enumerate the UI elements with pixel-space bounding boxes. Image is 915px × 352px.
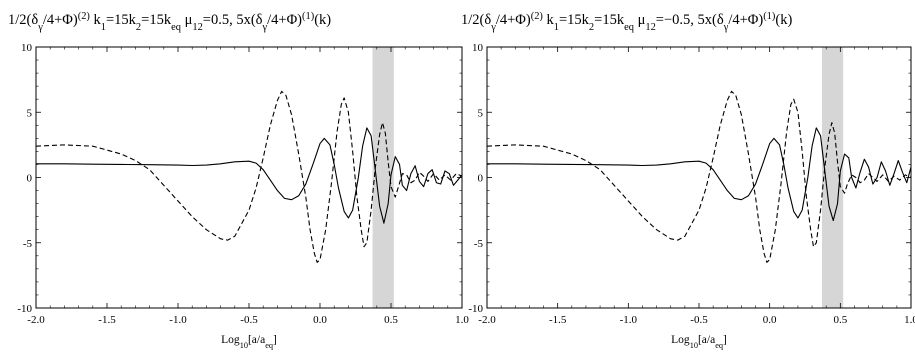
series-line-dashed [486, 90, 912, 263]
x-tick-label: 0.5 [833, 314, 847, 326]
x-tick-label: -1.0 [169, 314, 187, 326]
y-tick-label: -10 [17, 303, 32, 315]
x-tick-label: 1.0 [455, 314, 469, 326]
y-tick-label: 10 [472, 42, 484, 54]
y-tick-label: 0 [478, 173, 484, 185]
y-tick-label: 5 [27, 107, 33, 119]
plot-frame [486, 46, 912, 309]
y-tick-label: -5 [23, 238, 33, 250]
x-tick-label: -1.0 [620, 314, 638, 326]
y-tick-label: 5 [478, 107, 484, 119]
x-tick-label: -0.5 [240, 314, 258, 326]
x-tick-label: 0.5 [384, 314, 398, 326]
series-line-dashed [35, 90, 463, 263]
x-axis-label: Log10[a/aeq] [221, 334, 277, 350]
chart-title: 1/2(δγ/4+Φ)(2) k1=15k2=15keq μ12=−0.5, 5… [461, 11, 792, 33]
chart-panel-1: 1/2(δγ/4+Φ)(2) k1=15k2=15keq μ12=0.5, 5x… [8, 11, 469, 350]
x-tick-label: -2.0 [27, 314, 45, 326]
x-tick-label: 0.0 [763, 314, 777, 326]
y-tick-label: -10 [468, 303, 483, 315]
chart-panel-2: 1/2(δγ/4+Φ)(2) k1=15k2=15keq μ12=−0.5, 5… [461, 11, 915, 350]
series-line-solid [487, 127, 912, 222]
x-axis-label: Log10[a/aeq] [671, 334, 727, 350]
x-tick-label: -1.5 [98, 314, 116, 326]
x-tick-label: -1.5 [549, 314, 567, 326]
x-tick-label: 1.0 [904, 314, 915, 326]
plot-frame [35, 46, 463, 309]
shaded-band [821, 47, 844, 308]
shaded-band [372, 47, 394, 308]
x-tick-label: -2.0 [478, 314, 496, 326]
y-tick-label: 0 [27, 173, 33, 185]
y-tick-label: 10 [21, 42, 33, 54]
chart-title: 1/2(δγ/4+Φ)(2) k1=15k2=15keq μ12=0.5, 5x… [8, 11, 331, 33]
x-tick-label: -0.5 [690, 314, 708, 326]
x-tick-label: 0.0 [313, 314, 327, 326]
y-tick-label: -5 [474, 238, 484, 250]
series-line-solid [36, 127, 463, 224]
